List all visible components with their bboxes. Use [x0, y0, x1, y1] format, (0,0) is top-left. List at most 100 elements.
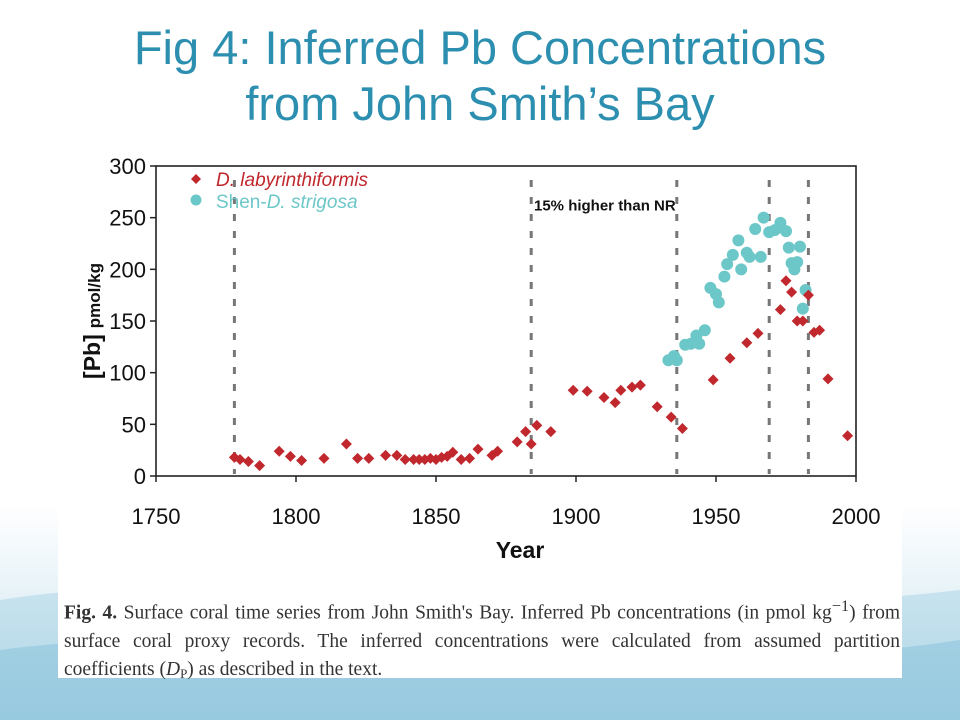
point-d-labyrinthiformis	[511, 436, 523, 448]
point-d-labyrinthiformis	[609, 397, 621, 409]
figure-panel: 1750 1800 1850 1900 1950 2000 0 50 100 150 200 250 3…	[58, 150, 902, 681]
point-d-strigosa	[754, 250, 767, 263]
point-d-strigosa	[670, 354, 683, 367]
legend-label-series-2: Shen-D. strigosa	[216, 192, 358, 213]
point-d-labyrinthiformis	[340, 438, 352, 450]
point-d-strigosa	[712, 296, 725, 309]
x-axis-title: Year	[496, 537, 545, 563]
point-d-labyrinthiformis	[273, 445, 285, 457]
annotation-text: 15% higher than NR	[534, 197, 676, 214]
point-d-labyrinthiformis	[665, 411, 677, 423]
x-tick-label: 1850	[412, 504, 461, 529]
point-d-strigosa	[743, 250, 756, 263]
point-d-labyrinthiformis	[296, 455, 308, 466]
caption-dp-symbol: D	[165, 658, 181, 680]
caption-text-1: Surface coral time series from John Smit…	[117, 602, 832, 624]
point-d-labyrinthiformis	[752, 327, 764, 339]
point-d-labyrinthiformis	[242, 456, 254, 468]
point-d-labyrinthiformis	[707, 374, 719, 386]
point-d-labyrinthiformis	[581, 385, 593, 397]
title-line-2: from John Smith’s Bay	[245, 77, 715, 130]
point-d-strigosa	[735, 263, 748, 276]
point-d-labyrinthiformis	[842, 430, 854, 442]
y-tick-label: 50	[122, 412, 146, 437]
caption-superscript: −1	[831, 597, 850, 615]
point-d-labyrinthiformis	[520, 426, 532, 438]
point-d-strigosa	[726, 248, 739, 261]
point-d-labyrinthiformis	[234, 453, 246, 465]
point-d-labyrinthiformis	[391, 449, 403, 461]
point-d-labyrinthiformis	[531, 419, 543, 431]
point-d-strigosa	[780, 225, 792, 238]
point-d-labyrinthiformis	[455, 453, 467, 465]
point-d-strigosa	[796, 302, 809, 315]
point-d-labyrinthiformis	[626, 381, 638, 393]
x-tick-label: 1800	[272, 504, 321, 529]
point-d-strigosa	[782, 241, 795, 254]
point-d-labyrinthiformis	[318, 452, 330, 464]
title-line-1: Fig 4: Inferred Pb Concentrations	[133, 21, 827, 74]
point-d-labyrinthiformis	[399, 453, 411, 465]
point-d-labyrinthiformis	[545, 426, 557, 438]
legend-label-series-1: D. labyrinthiformis	[216, 170, 369, 191]
point-d-labyrinthiformis	[408, 453, 420, 465]
point-d-labyrinthiformis	[352, 452, 364, 464]
pb-scatter-chart: 1750 1800 1850 1900 1950 2000 0 50 100 150 200 250 3…	[79, 154, 881, 563]
point-d-labyrinthiformis	[814, 324, 826, 336]
point-d-labyrinthiformis	[254, 460, 266, 472]
point-d-strigosa	[791, 256, 804, 269]
legend-diamond-marker	[191, 174, 201, 184]
point-d-strigosa	[721, 258, 734, 271]
legend: D. labyrinthiformis Shen-D. strigosa	[190, 170, 369, 213]
point-d-labyrinthiformis	[724, 352, 736, 364]
point-d-labyrinthiformis	[567, 384, 579, 396]
point-d-labyrinthiformis	[797, 315, 809, 327]
caption-dp-subscript: P	[180, 665, 188, 681]
point-d-strigosa	[698, 324, 711, 337]
legend-prefix: Shen-	[216, 192, 267, 213]
y-axis-title: [Pb] pmol/kg	[79, 263, 105, 379]
legend-circle-marker	[190, 194, 202, 206]
point-d-labyrinthiformis	[676, 422, 688, 434]
y-tick-label: 0	[134, 464, 146, 489]
x-tick-label: 2000	[832, 504, 881, 529]
y-tick-label: 300	[109, 154, 146, 179]
y-tick-label: 100	[109, 361, 146, 386]
y-tick-label: 150	[109, 309, 146, 334]
point-d-labyrinthiformis	[651, 401, 663, 413]
y-axis-title-main: [Pb]	[79, 334, 105, 379]
legend-species: D. strigosa	[267, 192, 358, 213]
point-d-labyrinthiformis	[598, 391, 610, 403]
point-d-labyrinthiformis	[492, 445, 504, 457]
caption-text-2: ) from surface coral proxy records. The …	[64, 602, 900, 680]
point-d-labyrinthiformis	[447, 446, 459, 458]
point-d-labyrinthiformis	[822, 373, 834, 385]
x-tick-label: 1900	[552, 504, 601, 529]
point-d-labyrinthiformis	[786, 286, 798, 298]
point-d-strigosa	[794, 240, 806, 253]
point-d-labyrinthiformis	[791, 315, 803, 327]
point-d-labyrinthiformis	[380, 449, 392, 461]
caption-text-3: ) as described in the text.	[187, 658, 383, 680]
y-tick-label: 250	[109, 206, 146, 231]
point-d-strigosa	[718, 270, 731, 283]
point-d-labyrinthiformis	[774, 304, 786, 316]
point-d-labyrinthiformis	[284, 450, 296, 462]
point-d-labyrinthiformis	[802, 289, 814, 301]
point-d-strigosa	[693, 337, 706, 350]
point-d-labyrinthiformis	[780, 275, 792, 287]
point-d-labyrinthiformis	[413, 453, 425, 465]
point-d-labyrinthiformis	[464, 452, 476, 464]
point-d-labyrinthiformis	[472, 443, 484, 455]
point-d-strigosa	[749, 223, 762, 236]
point-d-labyrinthiformis	[525, 438, 537, 450]
point-d-labyrinthiformis	[634, 379, 646, 391]
y-tick-label: 200	[109, 257, 146, 282]
slide-title: Fig 4: Inferred Pb Concentrations from J…	[0, 20, 960, 132]
point-d-strigosa	[732, 234, 745, 247]
caption-label: Fig. 4.	[64, 602, 118, 624]
point-d-labyrinthiformis	[741, 337, 753, 349]
x-tick-label: 1750	[132, 504, 181, 529]
x-tick-label: 1950	[692, 504, 741, 529]
point-d-labyrinthiformis	[363, 452, 375, 464]
